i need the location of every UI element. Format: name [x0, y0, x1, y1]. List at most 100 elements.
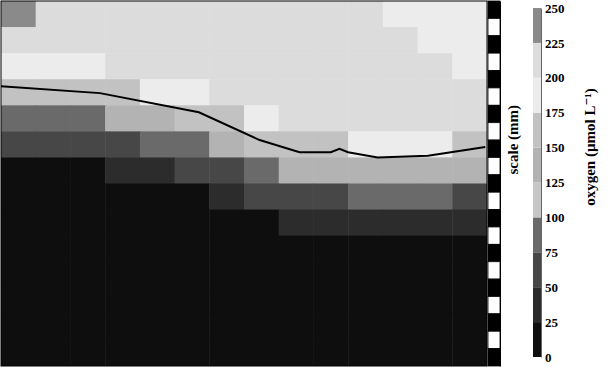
heatmap-cell — [418, 288, 453, 315]
heatmap-cell — [418, 262, 453, 289]
heatmap-cell — [70, 27, 105, 54]
colorbar-tick-label: 0 — [545, 350, 552, 365]
heatmap-cell — [383, 105, 418, 132]
scale-segment — [488, 192, 500, 209]
y-axis — [500, 2, 502, 367]
heatmap-cell — [418, 236, 453, 263]
heatmap-cell — [244, 288, 279, 315]
heatmap-cell — [209, 236, 244, 263]
heatmap-cell — [313, 53, 348, 80]
scale-bar — [488, 1, 500, 366]
heatmap-cell — [418, 210, 453, 237]
heatmap-cell — [105, 1, 140, 28]
scale-segment — [488, 296, 500, 313]
heatmap-cell — [452, 27, 487, 54]
colorbar-tick: 100 — [541, 210, 565, 225]
heatmap-cell — [313, 157, 348, 184]
heatmap-cell — [348, 262, 383, 289]
heatmap-cell — [348, 79, 383, 106]
heatmap-cell — [279, 288, 314, 315]
heatmap-cell — [70, 105, 105, 132]
heatmap-cell — [313, 314, 348, 341]
heatmap-cell — [348, 184, 383, 211]
heatmap-cell — [36, 340, 71, 366]
heatmap-cell — [175, 262, 210, 289]
colorbar-tick-label: 150 — [545, 140, 565, 155]
heatmap-cell — [36, 1, 71, 28]
heatmap-cell — [70, 157, 105, 184]
colorbar-band — [533, 148, 541, 183]
heatmap-cell — [279, 184, 314, 211]
colorbar-tick: 250 — [541, 1, 565, 16]
heatmap-cell — [452, 184, 487, 211]
heatmap-cell — [1, 79, 36, 106]
scale-segment — [488, 123, 500, 140]
colorbar-tick: 225 — [541, 36, 565, 51]
colorbar-axis: 0255075100125150175200225250 — [541, 1, 565, 365]
heatmap-cell — [175, 79, 210, 106]
heatmap-cell — [140, 53, 175, 80]
heatmap-cell — [140, 288, 175, 315]
colorbar-tick-label: 50 — [545, 280, 558, 295]
heatmap-cell — [1, 314, 36, 341]
colorbar-tick-label: 75 — [545, 245, 559, 260]
heatmap-cell — [105, 105, 140, 132]
heatmap-cell — [348, 210, 383, 237]
heatmap-cell — [105, 288, 140, 315]
scale-segment — [488, 53, 500, 70]
heatmap-cell — [279, 79, 314, 106]
heatmap-cell — [175, 340, 210, 366]
colorbar-title: oxygen (µmol L⁻¹) — [582, 88, 599, 206]
colorbar-tick-label: 175 — [545, 105, 565, 120]
heatmap-cell — [348, 1, 383, 28]
scale-segment — [488, 279, 500, 296]
heatmap-cell — [279, 340, 314, 366]
colorbar-tick: 175 — [541, 105, 565, 120]
heatmap-cell — [452, 210, 487, 237]
heatmap-cell — [1, 53, 36, 80]
colorbar-band — [533, 43, 541, 78]
heatmap-cell — [70, 262, 105, 289]
heatmap-cell — [383, 288, 418, 315]
heatmap-cell — [140, 157, 175, 184]
heatmap-cell — [313, 288, 348, 315]
chart: scale (mm)0255075100125150175200225250ox… — [0, 0, 612, 367]
colorbar-band — [533, 113, 541, 148]
heatmap-cell — [383, 79, 418, 106]
colorbar-band — [533, 8, 541, 43]
heatmap-cell — [105, 53, 140, 80]
heatmap-cell — [105, 79, 140, 106]
heatmap-cell — [279, 53, 314, 80]
interface-line — [1, 86, 485, 157]
heatmap-cell — [418, 79, 453, 106]
heatmap-cell — [209, 340, 244, 366]
colorbar-band — [533, 217, 541, 252]
heatmap-cell — [36, 184, 71, 211]
heatmap-cell — [175, 1, 210, 28]
heatmap-cell — [279, 210, 314, 237]
heatmap-cell — [105, 184, 140, 211]
heatmap-cell — [452, 262, 487, 289]
heatmap-cell — [348, 288, 383, 315]
heatmap-cell — [383, 210, 418, 237]
heatmap-cell — [244, 340, 279, 366]
heatmap-cell — [175, 157, 210, 184]
heatmap-cell — [418, 184, 453, 211]
heatmap-cell — [244, 53, 279, 80]
scale-segment — [488, 18, 500, 35]
heatmap-cell — [418, 340, 453, 366]
scale-segment — [488, 210, 500, 227]
heatmap-cell — [244, 314, 279, 341]
colorbar-band — [533, 183, 541, 218]
heatmap-cell — [140, 236, 175, 263]
heatmap-cell — [452, 131, 487, 158]
scale-segment — [488, 331, 500, 348]
heatmap-cell — [244, 236, 279, 263]
heatmap-cell — [313, 340, 348, 366]
heatmap-cell — [105, 131, 140, 158]
heatmap-cell — [452, 53, 487, 80]
heatmap-cell — [175, 288, 210, 315]
heatmap-cell — [452, 105, 487, 132]
scale-segment — [488, 88, 500, 105]
heatmap-cell — [244, 210, 279, 237]
